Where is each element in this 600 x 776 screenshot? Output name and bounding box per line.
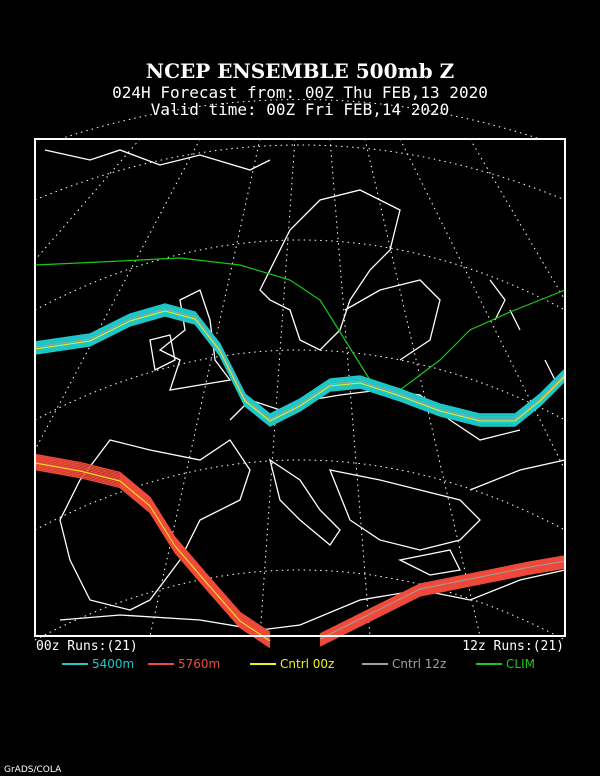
subtitle: 024H Forecast from: 00Z Thu FEB,13 2020 (112, 83, 488, 102)
control-line (34, 308, 566, 420)
member-line (34, 309, 566, 421)
member-line (34, 303, 566, 415)
coast (268, 458, 341, 546)
member-line (34, 461, 271, 641)
coast (59, 569, 566, 631)
legend-label: Cntrl 12z (392, 657, 446, 671)
member-line (319, 567, 566, 647)
coast (59, 439, 251, 611)
member-line (34, 467, 271, 647)
member-line (34, 456, 271, 637)
member-line (34, 305, 566, 418)
member-line (319, 557, 566, 638)
member-line (34, 453, 271, 634)
lat-line (34, 144, 566, 201)
control-line (34, 310, 566, 422)
member-line (34, 465, 271, 646)
runs-right: 12z Runs:(21) (462, 639, 564, 654)
member-line (319, 558, 566, 639)
member-line (34, 312, 566, 425)
member-line (34, 464, 271, 644)
legend-label: Cntrl 00z (280, 657, 334, 671)
credit: GrADS/COLA (4, 765, 62, 775)
member-line (34, 304, 566, 417)
member-line (319, 562, 566, 642)
member-line (319, 566, 566, 646)
control-line (319, 560, 566, 640)
lon-line (399, 138, 566, 471)
legend-label: 5400m (92, 657, 134, 671)
legend-label: CLIM (506, 657, 535, 671)
member-line (34, 458, 271, 638)
coast (149, 334, 176, 371)
member-line (319, 561, 566, 641)
legend: 5400m 5760m Cntrl 00z Cntrl 12z CLIM (62, 657, 535, 671)
coast (158, 289, 232, 391)
member-line (319, 556, 566, 636)
legend-label: 5760m (178, 657, 220, 671)
member-line (319, 563, 566, 644)
coast (328, 469, 481, 551)
coast (259, 189, 401, 351)
lon-line (149, 138, 261, 637)
member-line (34, 459, 271, 640)
lon-line (34, 138, 201, 451)
coast (229, 389, 521, 441)
member-line (34, 315, 566, 427)
runs-left: 00z Runs:(21) (36, 639, 138, 654)
map-frame (34, 138, 566, 637)
subtitle: Valid time: 00Z Fri FEB,14 2020 (151, 100, 450, 119)
coast (489, 279, 556, 381)
coast (44, 149, 271, 171)
coast (344, 279, 441, 361)
clim-line (34, 257, 566, 391)
member-line (34, 455, 271, 635)
member-line (319, 555, 566, 635)
graticule (34, 99, 566, 641)
control-line (34, 462, 271, 642)
member-line (34, 311, 566, 424)
lon-line (329, 138, 371, 637)
member-line (34, 314, 566, 426)
coastlines (44, 149, 566, 631)
contour-bundles (34, 257, 566, 649)
member-line (319, 564, 566, 645)
member-line (34, 306, 566, 419)
lon-line (259, 138, 296, 637)
title: NCEP ENSEMBLE 500mb Z (146, 59, 454, 83)
coast (469, 459, 566, 491)
member-line (34, 468, 271, 649)
coast (398, 549, 461, 576)
